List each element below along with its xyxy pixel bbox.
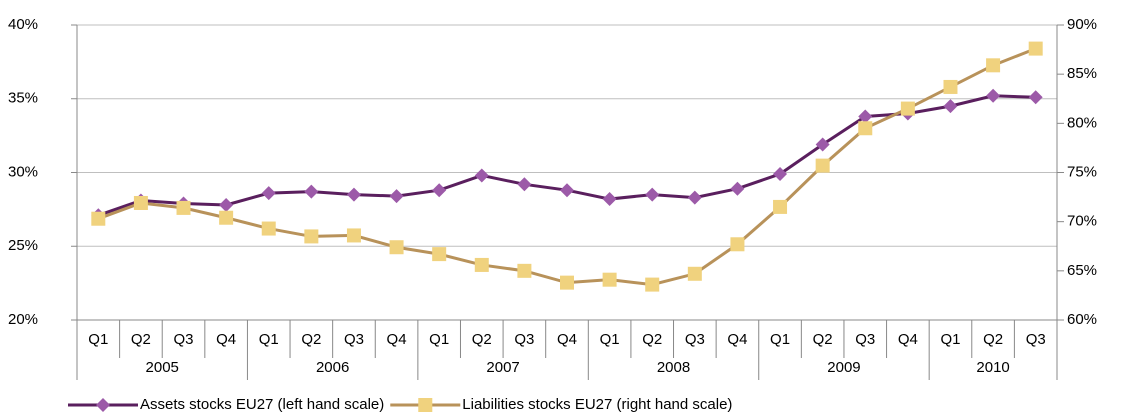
x-tick-label: Q4 xyxy=(727,331,747,348)
y2-tick-label: 85% xyxy=(1067,65,1097,82)
x-tick-label: Q1 xyxy=(429,331,449,348)
x-group-label: 2007 xyxy=(486,359,519,376)
legend-marker xyxy=(418,398,433,412)
x-tick-label: Q3 xyxy=(685,331,705,348)
y2-tick-label: 60% xyxy=(1067,311,1097,328)
y2-tick-label: 70% xyxy=(1067,213,1097,230)
y2-tick-label: 90% xyxy=(1067,16,1097,33)
data-point xyxy=(219,197,234,212)
x-tick-label: Q1 xyxy=(770,331,790,348)
x-tick-label: Q2 xyxy=(301,331,321,348)
x-tick-label: Q4 xyxy=(387,331,407,348)
x-group-label: 2005 xyxy=(146,359,179,376)
x-group-label: 2006 xyxy=(316,359,349,376)
data-point xyxy=(773,166,788,181)
y2-tick-label: 65% xyxy=(1067,262,1097,279)
x-tick-label: Q2 xyxy=(813,331,833,348)
x-tick-label: Q2 xyxy=(131,331,151,348)
x-tick-label: Q4 xyxy=(557,331,577,348)
y-tick-label: 40% xyxy=(8,16,38,33)
data-point xyxy=(645,187,660,202)
x-tick-label: Q1 xyxy=(600,331,620,348)
data-point xyxy=(730,181,745,196)
data-point xyxy=(432,183,447,198)
x-tick-label: Q1 xyxy=(259,331,279,348)
data-point xyxy=(389,240,404,255)
data-point xyxy=(474,168,489,183)
x-tick-label: Q1 xyxy=(88,331,108,348)
legend-label: Assets stocks EU27 (left hand scale) xyxy=(140,396,384,413)
data-point xyxy=(261,186,276,201)
y-tick-label: 30% xyxy=(8,163,38,180)
data-point xyxy=(1028,41,1043,56)
legend-marker xyxy=(96,398,110,412)
data-point xyxy=(687,266,702,281)
x-tick-label: Q2 xyxy=(472,331,492,348)
data-point xyxy=(560,275,574,290)
data-point xyxy=(261,221,276,236)
data-point xyxy=(517,177,532,192)
data-point xyxy=(986,88,1001,103)
x-tick-label: Q4 xyxy=(216,331,236,348)
y-tick-label: 20% xyxy=(8,311,38,328)
x-tick-label: Q3 xyxy=(174,331,194,348)
data-point xyxy=(943,79,958,94)
data-point xyxy=(560,183,574,198)
x-tick-label: Q1 xyxy=(940,331,960,348)
data-point xyxy=(219,210,234,225)
x-group-label: 2010 xyxy=(976,359,1009,376)
x-tick-label: Q2 xyxy=(642,331,662,348)
data-point xyxy=(645,277,660,292)
data-point xyxy=(900,101,915,116)
data-point xyxy=(346,187,361,202)
data-point xyxy=(1028,90,1043,105)
x-group-label: 2009 xyxy=(827,359,860,376)
y-tick-label: 25% xyxy=(8,237,38,254)
x-tick-label: Q4 xyxy=(898,331,918,348)
data-point xyxy=(304,229,319,244)
data-point xyxy=(389,189,404,204)
x-tick-label: Q3 xyxy=(855,331,875,348)
data-point xyxy=(986,58,1001,73)
data-point xyxy=(730,237,745,252)
data-point xyxy=(432,247,447,262)
data-point xyxy=(474,257,489,272)
data-point xyxy=(858,121,873,136)
y2-tick-label: 75% xyxy=(1067,163,1097,180)
y2-tick-label: 80% xyxy=(1067,114,1097,131)
data-point xyxy=(602,272,617,287)
data-point xyxy=(133,195,148,210)
legend-label: Liabilities stocks EU27 (right hand scal… xyxy=(462,396,732,413)
data-point xyxy=(815,137,830,152)
data-point xyxy=(687,190,702,205)
data-point xyxy=(943,99,958,114)
data-point xyxy=(91,211,106,226)
x-tick-label: Q3 xyxy=(1026,331,1046,348)
data-point xyxy=(602,192,617,207)
y-tick-label: 35% xyxy=(8,90,38,107)
data-point xyxy=(176,200,191,215)
data-point xyxy=(858,109,873,124)
data-point xyxy=(815,158,830,173)
series-line xyxy=(97,47,1037,287)
data-point xyxy=(304,184,319,199)
data-point xyxy=(346,228,361,243)
x-group-label: 2008 xyxy=(657,359,690,376)
x-tick-label: Q2 xyxy=(983,331,1003,348)
x-tick-label: Q3 xyxy=(514,331,534,348)
x-tick-label: Q3 xyxy=(344,331,364,348)
data-point xyxy=(517,263,532,278)
data-point xyxy=(773,199,788,214)
